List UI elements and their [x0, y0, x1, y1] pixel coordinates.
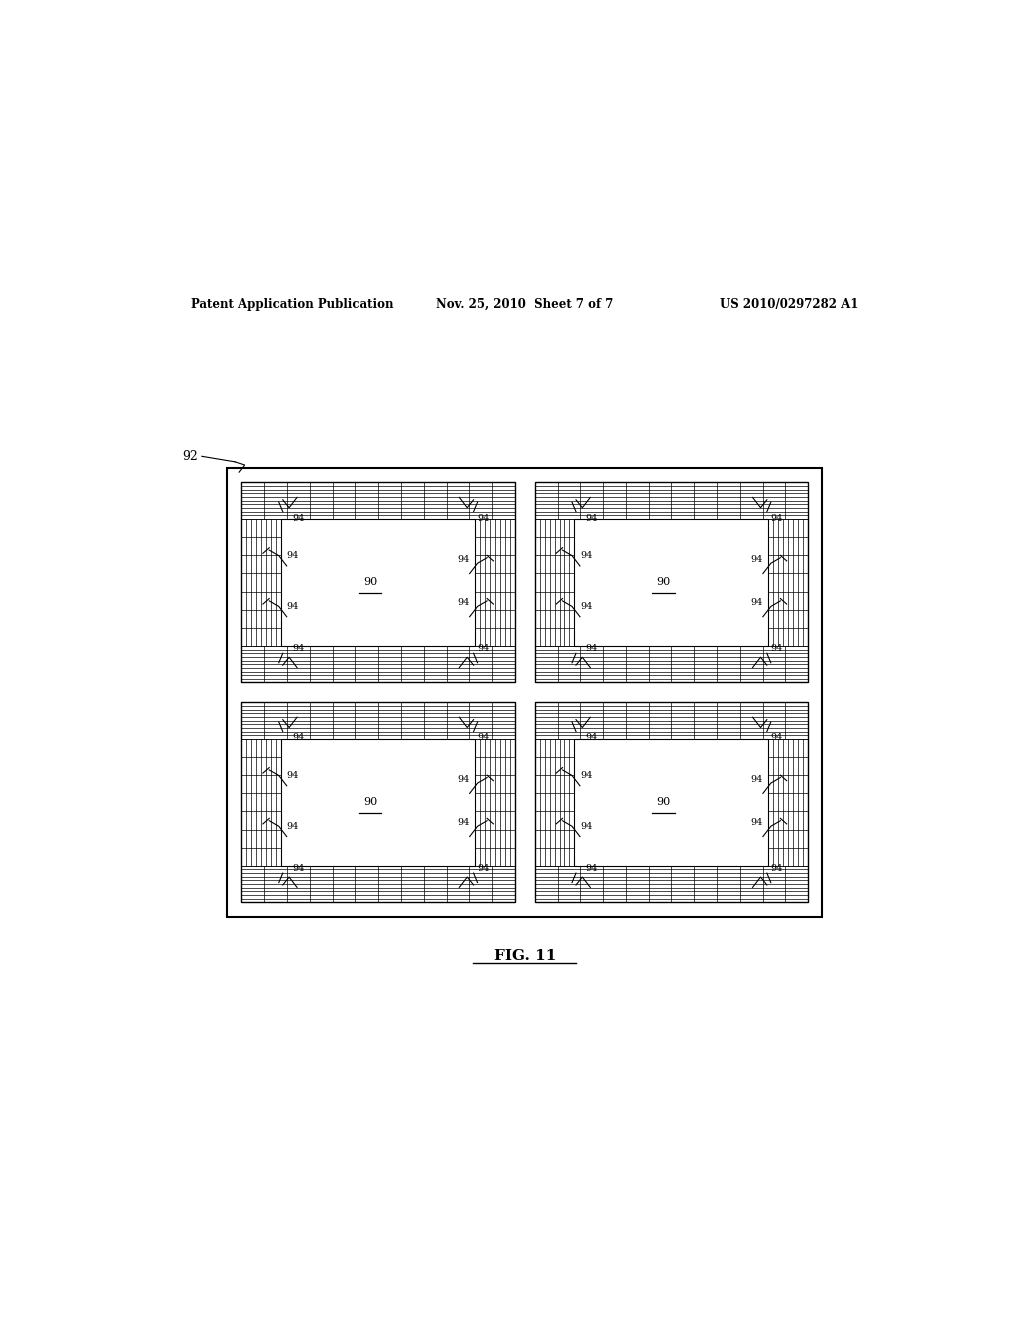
Text: 94: 94 [287, 552, 299, 560]
Text: 94: 94 [586, 863, 598, 873]
Text: 94: 94 [586, 734, 598, 742]
Bar [242, 483, 515, 682]
Text: 92: 92 [182, 450, 198, 463]
Text: 94: 94 [457, 554, 469, 564]
Text: 90: 90 [656, 797, 671, 808]
Text: 94: 94 [751, 598, 763, 607]
Bar [227, 469, 822, 916]
Bar [282, 739, 475, 866]
Bar [242, 702, 515, 903]
Bar [535, 483, 808, 682]
Text: 90: 90 [656, 577, 671, 587]
Text: 94: 94 [477, 513, 489, 523]
Text: 94: 94 [580, 771, 592, 780]
Text: 90: 90 [364, 797, 378, 808]
Text: 94: 94 [477, 644, 489, 653]
Text: 94: 94 [586, 644, 598, 653]
Bar [282, 519, 475, 645]
Text: Nov. 25, 2010  Sheet 7 of 7: Nov. 25, 2010 Sheet 7 of 7 [436, 297, 613, 310]
Text: 94: 94 [586, 513, 598, 523]
Text: 94: 94 [771, 644, 783, 653]
Text: Patent Application Publication: Patent Application Publication [191, 297, 394, 310]
Text: 94: 94 [580, 602, 592, 611]
Text: 94: 94 [292, 644, 305, 653]
Text: 94: 94 [580, 822, 592, 830]
Text: 94: 94 [771, 513, 783, 523]
Text: 94: 94 [477, 863, 489, 873]
Text: 94: 94 [292, 734, 305, 742]
Text: 90: 90 [364, 577, 378, 587]
Text: 94: 94 [771, 734, 783, 742]
Text: 94: 94 [457, 598, 469, 607]
Text: 94: 94 [771, 863, 783, 873]
Text: 94: 94 [287, 602, 299, 611]
Text: 94: 94 [457, 818, 469, 826]
Text: 94: 94 [457, 775, 469, 784]
Text: 94: 94 [580, 552, 592, 560]
Text: US 2010/0297282 A1: US 2010/0297282 A1 [720, 297, 858, 310]
Text: 94: 94 [751, 818, 763, 826]
Bar [574, 739, 768, 866]
Bar [535, 702, 808, 903]
Text: 94: 94 [751, 554, 763, 564]
Text: 94: 94 [287, 822, 299, 830]
Text: 94: 94 [292, 513, 305, 523]
Text: 94: 94 [292, 863, 305, 873]
Bar [574, 519, 768, 645]
Text: 94: 94 [477, 734, 489, 742]
Text: FIG. 11: FIG. 11 [494, 949, 556, 964]
Text: 94: 94 [287, 771, 299, 780]
Text: 94: 94 [751, 775, 763, 784]
